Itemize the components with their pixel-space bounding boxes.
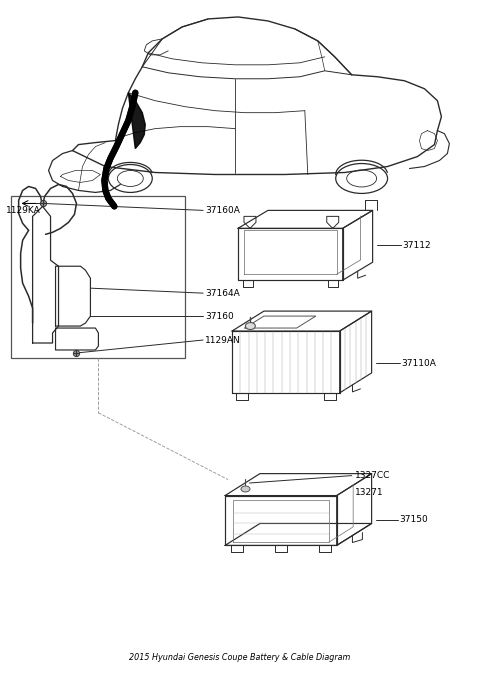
Text: 37160A: 37160A [205, 206, 240, 215]
Text: 37164A: 37164A [205, 289, 240, 298]
Ellipse shape [245, 323, 255, 330]
Text: 37160: 37160 [205, 312, 234, 321]
Text: 1129AN: 1129AN [205, 336, 241, 345]
Text: 1327CC: 1327CC [355, 471, 390, 480]
Text: 13271: 13271 [355, 488, 384, 497]
Bar [11, 197, 185, 358]
Text: 37110A: 37110A [402, 359, 436, 368]
Text: 37112: 37112 [403, 241, 431, 250]
Polygon shape [128, 93, 145, 149]
Text: 1129KA: 1129KA [6, 206, 40, 215]
Ellipse shape [241, 486, 250, 492]
Text: 37150: 37150 [399, 515, 428, 524]
Text: 2015 Hyundai Genesis Coupe Battery & Cable Diagram: 2015 Hyundai Genesis Coupe Battery & Cab… [130, 653, 350, 662]
